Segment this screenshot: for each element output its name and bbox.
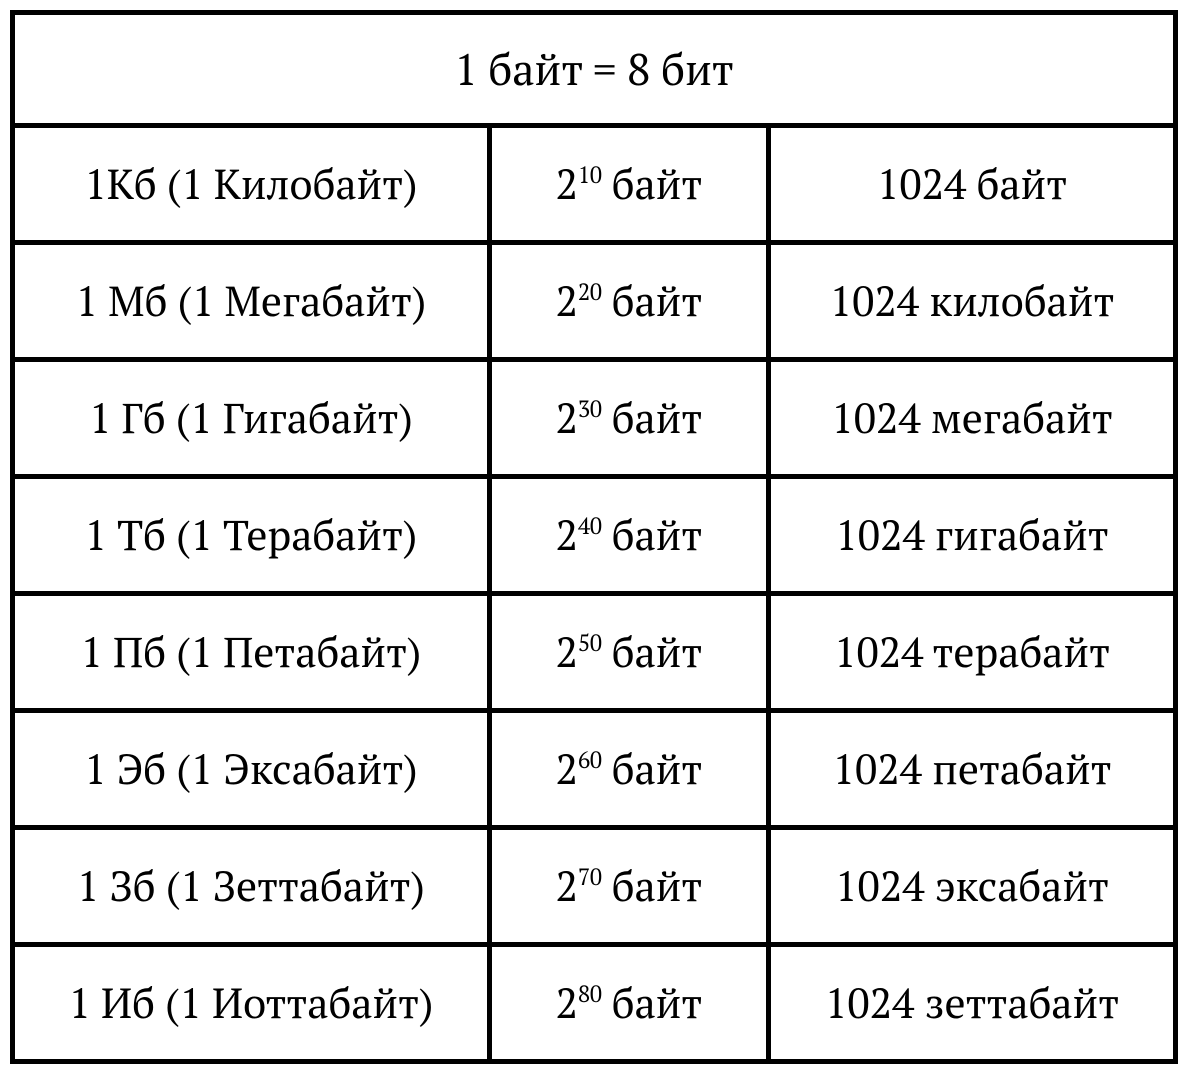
unit-name-cell: 1 Эб (1 Эксабайт) (13, 711, 490, 828)
power-base: 2 (556, 156, 578, 212)
unit-power-cell: 230 байт (489, 360, 768, 477)
power-base: 2 (556, 624, 578, 680)
power-exponent: 10 (578, 159, 602, 190)
power-base: 2 (556, 273, 578, 329)
table-row: 1 Мб (1 Мегабайт) 220 байт 1024 килобайт (13, 243, 1176, 360)
byte-units-table: 1 байт = 8 бит 1Кб (1 Килобайт) 210 байт… (10, 10, 1178, 1064)
power-exponent: 20 (578, 276, 602, 307)
power-base: 2 (556, 507, 578, 563)
unit-name-cell: 1 Пб (1 Петабайт) (13, 594, 490, 711)
power-unit: байт (602, 507, 703, 563)
power-base: 2 (556, 858, 578, 914)
power-exponent: 30 (578, 393, 602, 424)
unit-power-cell: 260 байт (489, 711, 768, 828)
unit-equiv-cell: 1024 гигабайт (768, 477, 1175, 594)
unit-name-cell: 1 Зб (1 Зеттабайт) (13, 828, 490, 945)
power-base: 2 (556, 390, 578, 446)
power-unit: байт (602, 858, 703, 914)
table-row: 1 Зб (1 Зеттабайт) 270 байт 1024 эксабай… (13, 828, 1176, 945)
unit-name-cell: 1 Гб (1 Гигабайт) (13, 360, 490, 477)
power-unit: байт (602, 741, 703, 797)
table-row: 1 Пб (1 Петабайт) 250 байт 1024 терабайт (13, 594, 1176, 711)
power-unit: байт (602, 624, 703, 680)
unit-name-cell: 1 Тб (1 Терабайт) (13, 477, 490, 594)
unit-power-cell: 210 байт (489, 126, 768, 243)
table-header-row: 1 байт = 8 бит (13, 13, 1176, 126)
power-base: 2 (556, 975, 578, 1031)
unit-name-cell: 1Кб (1 Килобайт) (13, 126, 490, 243)
unit-power-cell: 280 байт (489, 945, 768, 1062)
unit-equiv-cell: 1024 байт (768, 126, 1175, 243)
power-exponent: 40 (578, 510, 602, 541)
unit-power-cell: 240 байт (489, 477, 768, 594)
unit-power-cell: 250 байт (489, 594, 768, 711)
unit-equiv-cell: 1024 мегабайт (768, 360, 1175, 477)
unit-power-cell: 220 байт (489, 243, 768, 360)
power-unit: байт (602, 273, 703, 329)
power-unit: байт (602, 390, 703, 446)
unit-equiv-cell: 1024 килобайт (768, 243, 1175, 360)
table-row: 1 Эб (1 Эксабайт) 260 байт 1024 петабайт (13, 711, 1176, 828)
power-exponent: 60 (578, 744, 602, 775)
power-exponent: 80 (578, 978, 602, 1009)
unit-equiv-cell: 1024 терабайт (768, 594, 1175, 711)
unit-equiv-cell: 1024 эксабайт (768, 828, 1175, 945)
unit-name-cell: 1 Иб (1 Иоттабайт) (13, 945, 490, 1062)
table-row: 1Кб (1 Килобайт) 210 байт 1024 байт (13, 126, 1176, 243)
table-row: 1 Тб (1 Терабайт) 240 байт 1024 гигабайт (13, 477, 1176, 594)
power-unit: байт (602, 156, 703, 212)
power-unit: байт (602, 975, 703, 1031)
page: 1 байт = 8 бит 1Кб (1 Килобайт) 210 байт… (0, 0, 1188, 1074)
table-header-cell: 1 байт = 8 бит (13, 13, 1176, 126)
power-exponent: 70 (578, 861, 602, 892)
unit-equiv-cell: 1024 петабайт (768, 711, 1175, 828)
power-exponent: 50 (578, 627, 602, 658)
unit-name-cell: 1 Мб (1 Мегабайт) (13, 243, 490, 360)
power-base: 2 (556, 741, 578, 797)
table-row: 1 Иб (1 Иоттабайт) 280 байт 1024 зеттаба… (13, 945, 1176, 1062)
unit-equiv-cell: 1024 зеттабайт (768, 945, 1175, 1062)
table-row: 1 Гб (1 Гигабайт) 230 байт 1024 мегабайт (13, 360, 1176, 477)
unit-power-cell: 270 байт (489, 828, 768, 945)
